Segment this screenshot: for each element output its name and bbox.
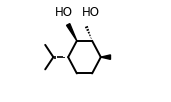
- Polygon shape: [101, 55, 110, 59]
- Text: HO: HO: [55, 6, 73, 19]
- Polygon shape: [67, 24, 77, 41]
- Text: HO: HO: [82, 6, 100, 19]
